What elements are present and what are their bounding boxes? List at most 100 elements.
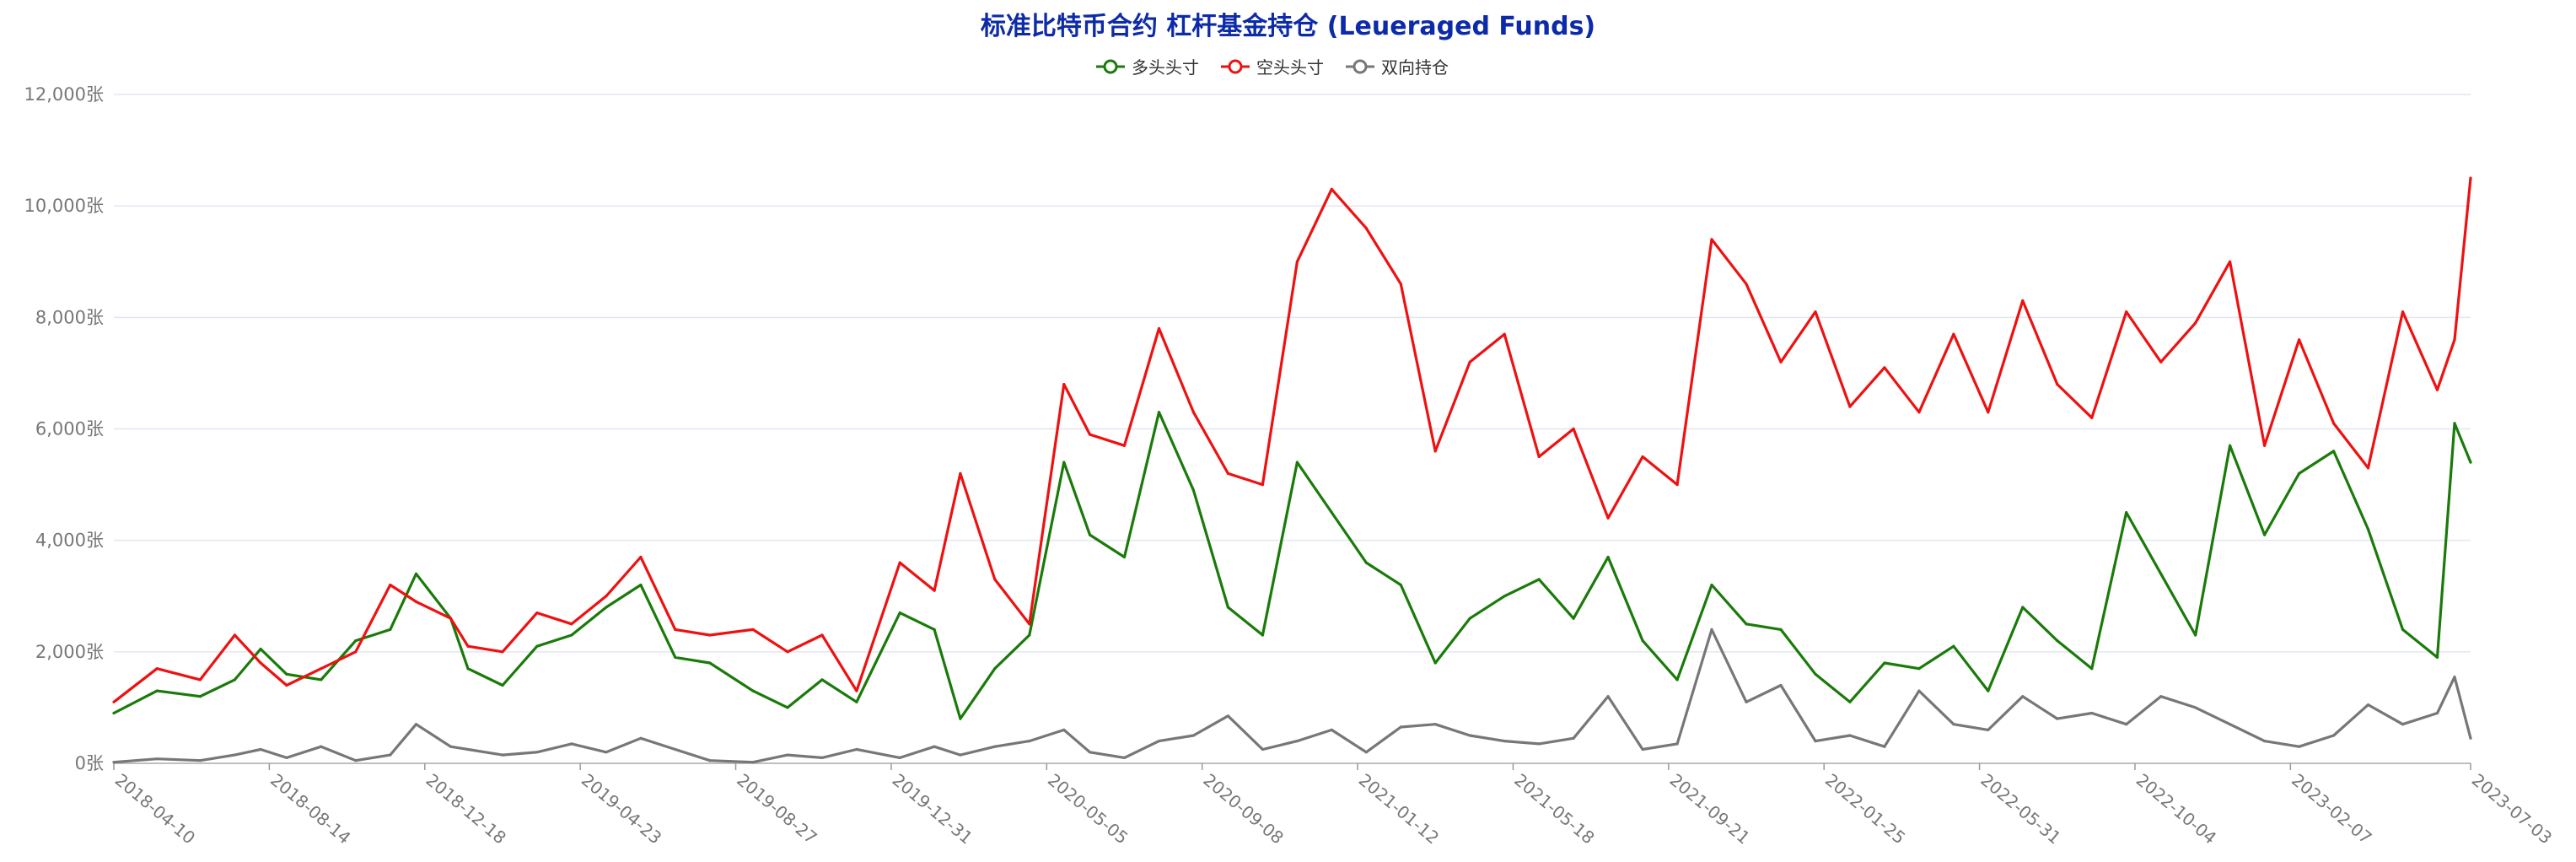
data-point <box>1191 411 1195 414</box>
data-point <box>112 761 116 764</box>
data-point <box>259 747 262 752</box>
y-tick-label: 4,000张 <box>35 531 104 551</box>
data-point <box>820 756 824 760</box>
data-point <box>1364 561 1368 564</box>
data-point <box>320 678 323 682</box>
data-point <box>285 672 288 676</box>
data-point <box>501 683 504 687</box>
data-point <box>1745 283 1748 286</box>
legend-item-short[interactable]: 空头头寸 <box>1221 54 1324 78</box>
data-point <box>449 745 453 748</box>
legend-item-long[interactable]: 多头头寸 <box>1096 54 1199 78</box>
data-point <box>1779 628 1783 632</box>
data-point <box>1952 332 1955 336</box>
data-point <box>708 661 712 665</box>
data-point <box>1191 488 1195 492</box>
data-point <box>820 678 824 682</box>
data-point <box>535 751 539 754</box>
data-point <box>389 583 392 587</box>
data-point <box>1088 533 1092 536</box>
x-tick-label: 2023-02-07 <box>2288 769 2375 848</box>
data-point <box>820 633 824 637</box>
data-point <box>2229 260 2232 263</box>
data-point <box>233 678 236 682</box>
data-point <box>993 667 997 671</box>
data-point <box>898 756 901 760</box>
data-point <box>354 639 358 643</box>
series-line <box>113 628 2472 764</box>
data-point <box>959 471 962 476</box>
y-tick-label: 2,000张 <box>35 642 104 662</box>
data-point <box>570 633 573 637</box>
data-point <box>1295 740 1299 743</box>
x-axis: 2018-04-10 2018-08-14 2018-12-18 2019-04-23… <box>111 763 2556 849</box>
data-point <box>1537 742 1541 746</box>
data-point <box>1952 723 1955 726</box>
data-point <box>1157 740 1161 743</box>
data-point <box>2159 572 2163 575</box>
data-point <box>1399 725 1402 729</box>
x-tick-label: 2022-01-25 <box>1821 769 1909 848</box>
series-line <box>113 411 2472 720</box>
data-point <box>2366 703 2370 707</box>
data-point <box>1710 583 1713 587</box>
x-tick-label: 2021-05-18 <box>1510 769 1598 848</box>
data-point <box>1433 723 1437 726</box>
data-point <box>2194 633 2197 637</box>
data-point <box>2229 723 2232 726</box>
data-point <box>1191 734 1195 737</box>
data-point <box>1883 745 1886 748</box>
x-tick-label: 2019-04-23 <box>578 769 665 848</box>
data-point <box>1261 483 1264 487</box>
x-tick-label: 2023-07-03 <box>2468 769 2556 848</box>
data-point <box>259 647 262 651</box>
data-point <box>786 753 789 757</box>
data-point <box>751 689 755 692</box>
data-point <box>2435 655 2439 660</box>
data-point <box>233 753 236 757</box>
data-point <box>639 583 643 587</box>
data-point <box>2159 360 2163 364</box>
data-point <box>414 723 418 726</box>
data-point <box>1433 661 1437 665</box>
data-point <box>1062 728 1066 732</box>
data-point <box>1987 411 1990 414</box>
data-point <box>2298 471 2301 476</box>
legend-label-long: 多头头寸 <box>1132 57 1199 78</box>
data-point <box>1062 383 1066 386</box>
data-point <box>2229 444 2232 447</box>
legend-item-spread[interactable]: 双向持仓 <box>1346 54 1449 78</box>
data-point <box>2194 321 2197 325</box>
data-point <box>259 661 262 665</box>
data-point <box>1364 227 1368 230</box>
data-point <box>1641 747 1644 752</box>
data-point <box>708 633 712 637</box>
data-point <box>855 700 858 703</box>
data-point <box>786 650 789 654</box>
x-tick-label: 2019-12-31 <box>889 769 976 848</box>
data-point <box>1261 633 1264 637</box>
data-point <box>2263 533 2267 536</box>
data-point <box>1364 751 1368 754</box>
data-point <box>605 751 608 754</box>
data-point <box>1779 683 1783 687</box>
data-point <box>1122 444 1127 447</box>
x-tick-label: 2020-09-08 <box>1199 769 1287 848</box>
data-point <box>1468 734 1471 737</box>
data-point <box>2453 338 2456 342</box>
data-point <box>414 600 418 604</box>
x-tick-label: 2021-01-12 <box>1355 769 1443 848</box>
data-point <box>2401 628 2405 632</box>
data-point <box>2332 422 2336 425</box>
grid-lines <box>114 94 2471 764</box>
data-point <box>320 745 323 748</box>
y-tick-label: 6,000张 <box>35 419 104 439</box>
data-point <box>389 753 392 757</box>
data-point <box>933 745 936 748</box>
data-point <box>1814 672 1817 676</box>
data-point <box>2469 176 2472 180</box>
data-point <box>1226 714 1229 718</box>
data-point <box>1088 433 1092 436</box>
data-point <box>639 736 643 740</box>
